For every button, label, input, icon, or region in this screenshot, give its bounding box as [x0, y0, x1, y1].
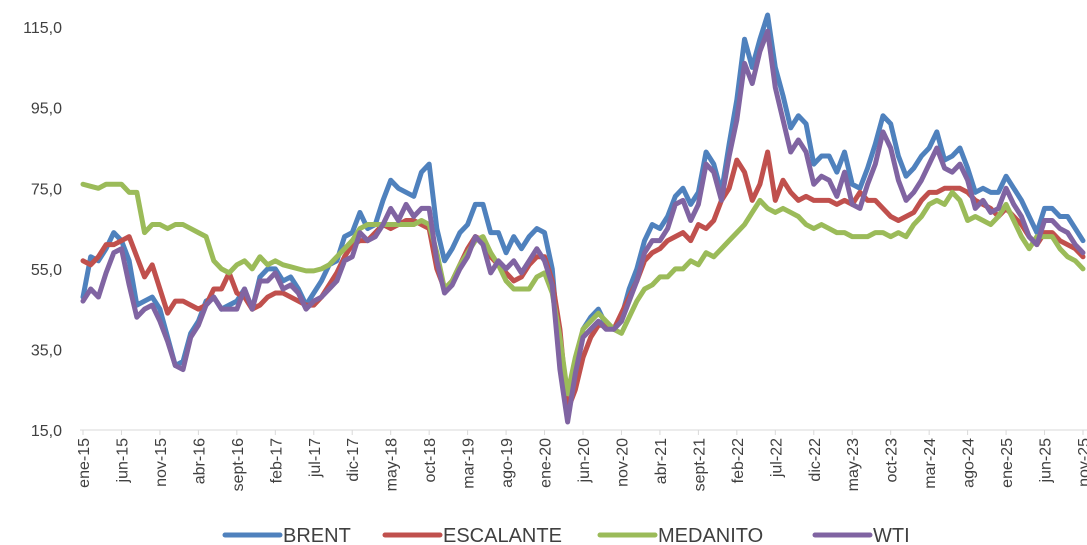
x-tick-label: oct-18 — [422, 438, 439, 483]
y-tick-label: 55,0 — [31, 262, 62, 279]
x-tick-label: nov-20 — [614, 438, 631, 487]
x-tick-label: ago-19 — [499, 438, 516, 488]
y-tick-label: 75,0 — [31, 181, 62, 198]
x-tick-label: jun-25 — [1038, 438, 1055, 484]
x-tick-label: dic-17 — [345, 438, 362, 482]
x-tick-label: ene-20 — [538, 438, 555, 488]
series-line — [80, 28, 1086, 425]
x-tick-label: ene-15 — [76, 438, 93, 488]
x-tick-label: mar-19 — [461, 438, 478, 489]
x-tick-label: nov-15 — [153, 438, 170, 487]
x-tick-label: sept-16 — [230, 438, 247, 491]
x-tick-label: feb-22 — [730, 438, 747, 483]
y-tick-label: 35,0 — [31, 342, 62, 359]
x-tick-label: sept-21 — [691, 438, 708, 491]
x-tick-label: oct-23 — [884, 438, 901, 483]
y-tick-label: 115,0 — [23, 20, 62, 37]
legend-label: BRENT — [283, 525, 351, 545]
x-tick-label: jun-15 — [114, 438, 131, 484]
x-tick-label: nov-25 — [1076, 438, 1087, 487]
legend-label: WTI — [873, 525, 910, 545]
y-tick-label: 15,0 — [31, 423, 62, 440]
series-line — [80, 149, 1086, 413]
y-tick-label: 95,0 — [31, 101, 62, 118]
x-tick-label: feb-17 — [268, 438, 285, 483]
legend-label: MEDANITO — [658, 525, 763, 545]
x-tick-label: ago-24 — [961, 438, 978, 488]
x-tick-label: may-18 — [384, 438, 401, 491]
x-tick-label: jun-20 — [576, 438, 593, 484]
x-tick-label: mar-24 — [922, 438, 939, 489]
x-tick-label: may-23 — [845, 438, 862, 491]
series-line — [80, 181, 1086, 397]
x-tick-label: jul-17 — [307, 438, 324, 478]
legend-label: ESCALANTE — [443, 525, 562, 545]
x-tick-label: dic-22 — [807, 438, 824, 482]
x-tick-label: abr-16 — [191, 438, 208, 484]
x-tick-label: jul-22 — [768, 438, 785, 478]
x-tick-label: ene-25 — [999, 438, 1016, 488]
x-tick-label: abr-21 — [653, 438, 670, 484]
